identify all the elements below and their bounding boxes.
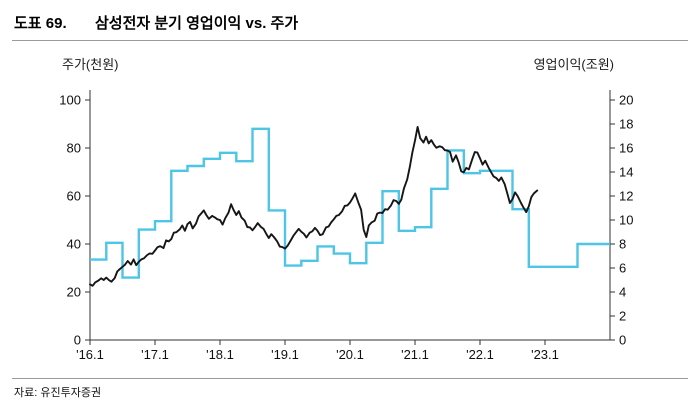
footer-divider bbox=[12, 378, 688, 379]
svg-text:2: 2 bbox=[619, 309, 626, 324]
svg-text:80: 80 bbox=[67, 141, 81, 156]
svg-text:'22.1: '22.1 bbox=[466, 347, 494, 362]
stock-price-series bbox=[89, 125, 539, 287]
svg-text:8: 8 bbox=[619, 237, 626, 252]
svg-text:60: 60 bbox=[67, 189, 81, 204]
svg-text:14: 14 bbox=[619, 165, 633, 180]
svg-text:0: 0 bbox=[619, 333, 626, 348]
svg-text:'17.1: '17.1 bbox=[141, 347, 169, 362]
svg-text:18: 18 bbox=[619, 117, 633, 132]
svg-text:'20.1: '20.1 bbox=[336, 347, 364, 362]
svg-text:100: 100 bbox=[59, 93, 81, 108]
figure-number: 도표 69. bbox=[14, 15, 67, 32]
svg-text:20: 20 bbox=[67, 285, 81, 300]
svg-text:'23.1: '23.1 bbox=[531, 347, 559, 362]
svg-text:0: 0 bbox=[74, 333, 81, 348]
svg-text:'16.1: '16.1 bbox=[76, 347, 104, 362]
svg-text:40: 40 bbox=[67, 237, 81, 252]
svg-text:'18.1: '18.1 bbox=[206, 347, 234, 362]
svg-text:10: 10 bbox=[619, 213, 633, 228]
svg-text:6: 6 bbox=[619, 261, 626, 276]
source-note: 자료: 유진투자증권 bbox=[14, 387, 102, 399]
operating-profit-series bbox=[90, 127, 610, 279]
svg-text:'21.1: '21.1 bbox=[401, 347, 429, 362]
left-axis-caption: 주가(천원) bbox=[62, 57, 119, 72]
svg-text:20: 20 bbox=[619, 93, 633, 108]
svg-text:'19.1: '19.1 bbox=[271, 347, 299, 362]
figure-title: 삼성전자 분기 영업이익 vs. 주가 bbox=[95, 15, 299, 32]
header-divider bbox=[12, 40, 688, 41]
svg-text:4: 4 bbox=[619, 285, 626, 300]
figure-header: 도표 69. 삼성전자 분기 영업이익 vs. 주가 bbox=[14, 12, 298, 33]
svg-text:12: 12 bbox=[619, 189, 633, 204]
right-axis-caption: 영업이익(조원) bbox=[533, 57, 614, 72]
svg-text:16: 16 bbox=[619, 141, 633, 156]
